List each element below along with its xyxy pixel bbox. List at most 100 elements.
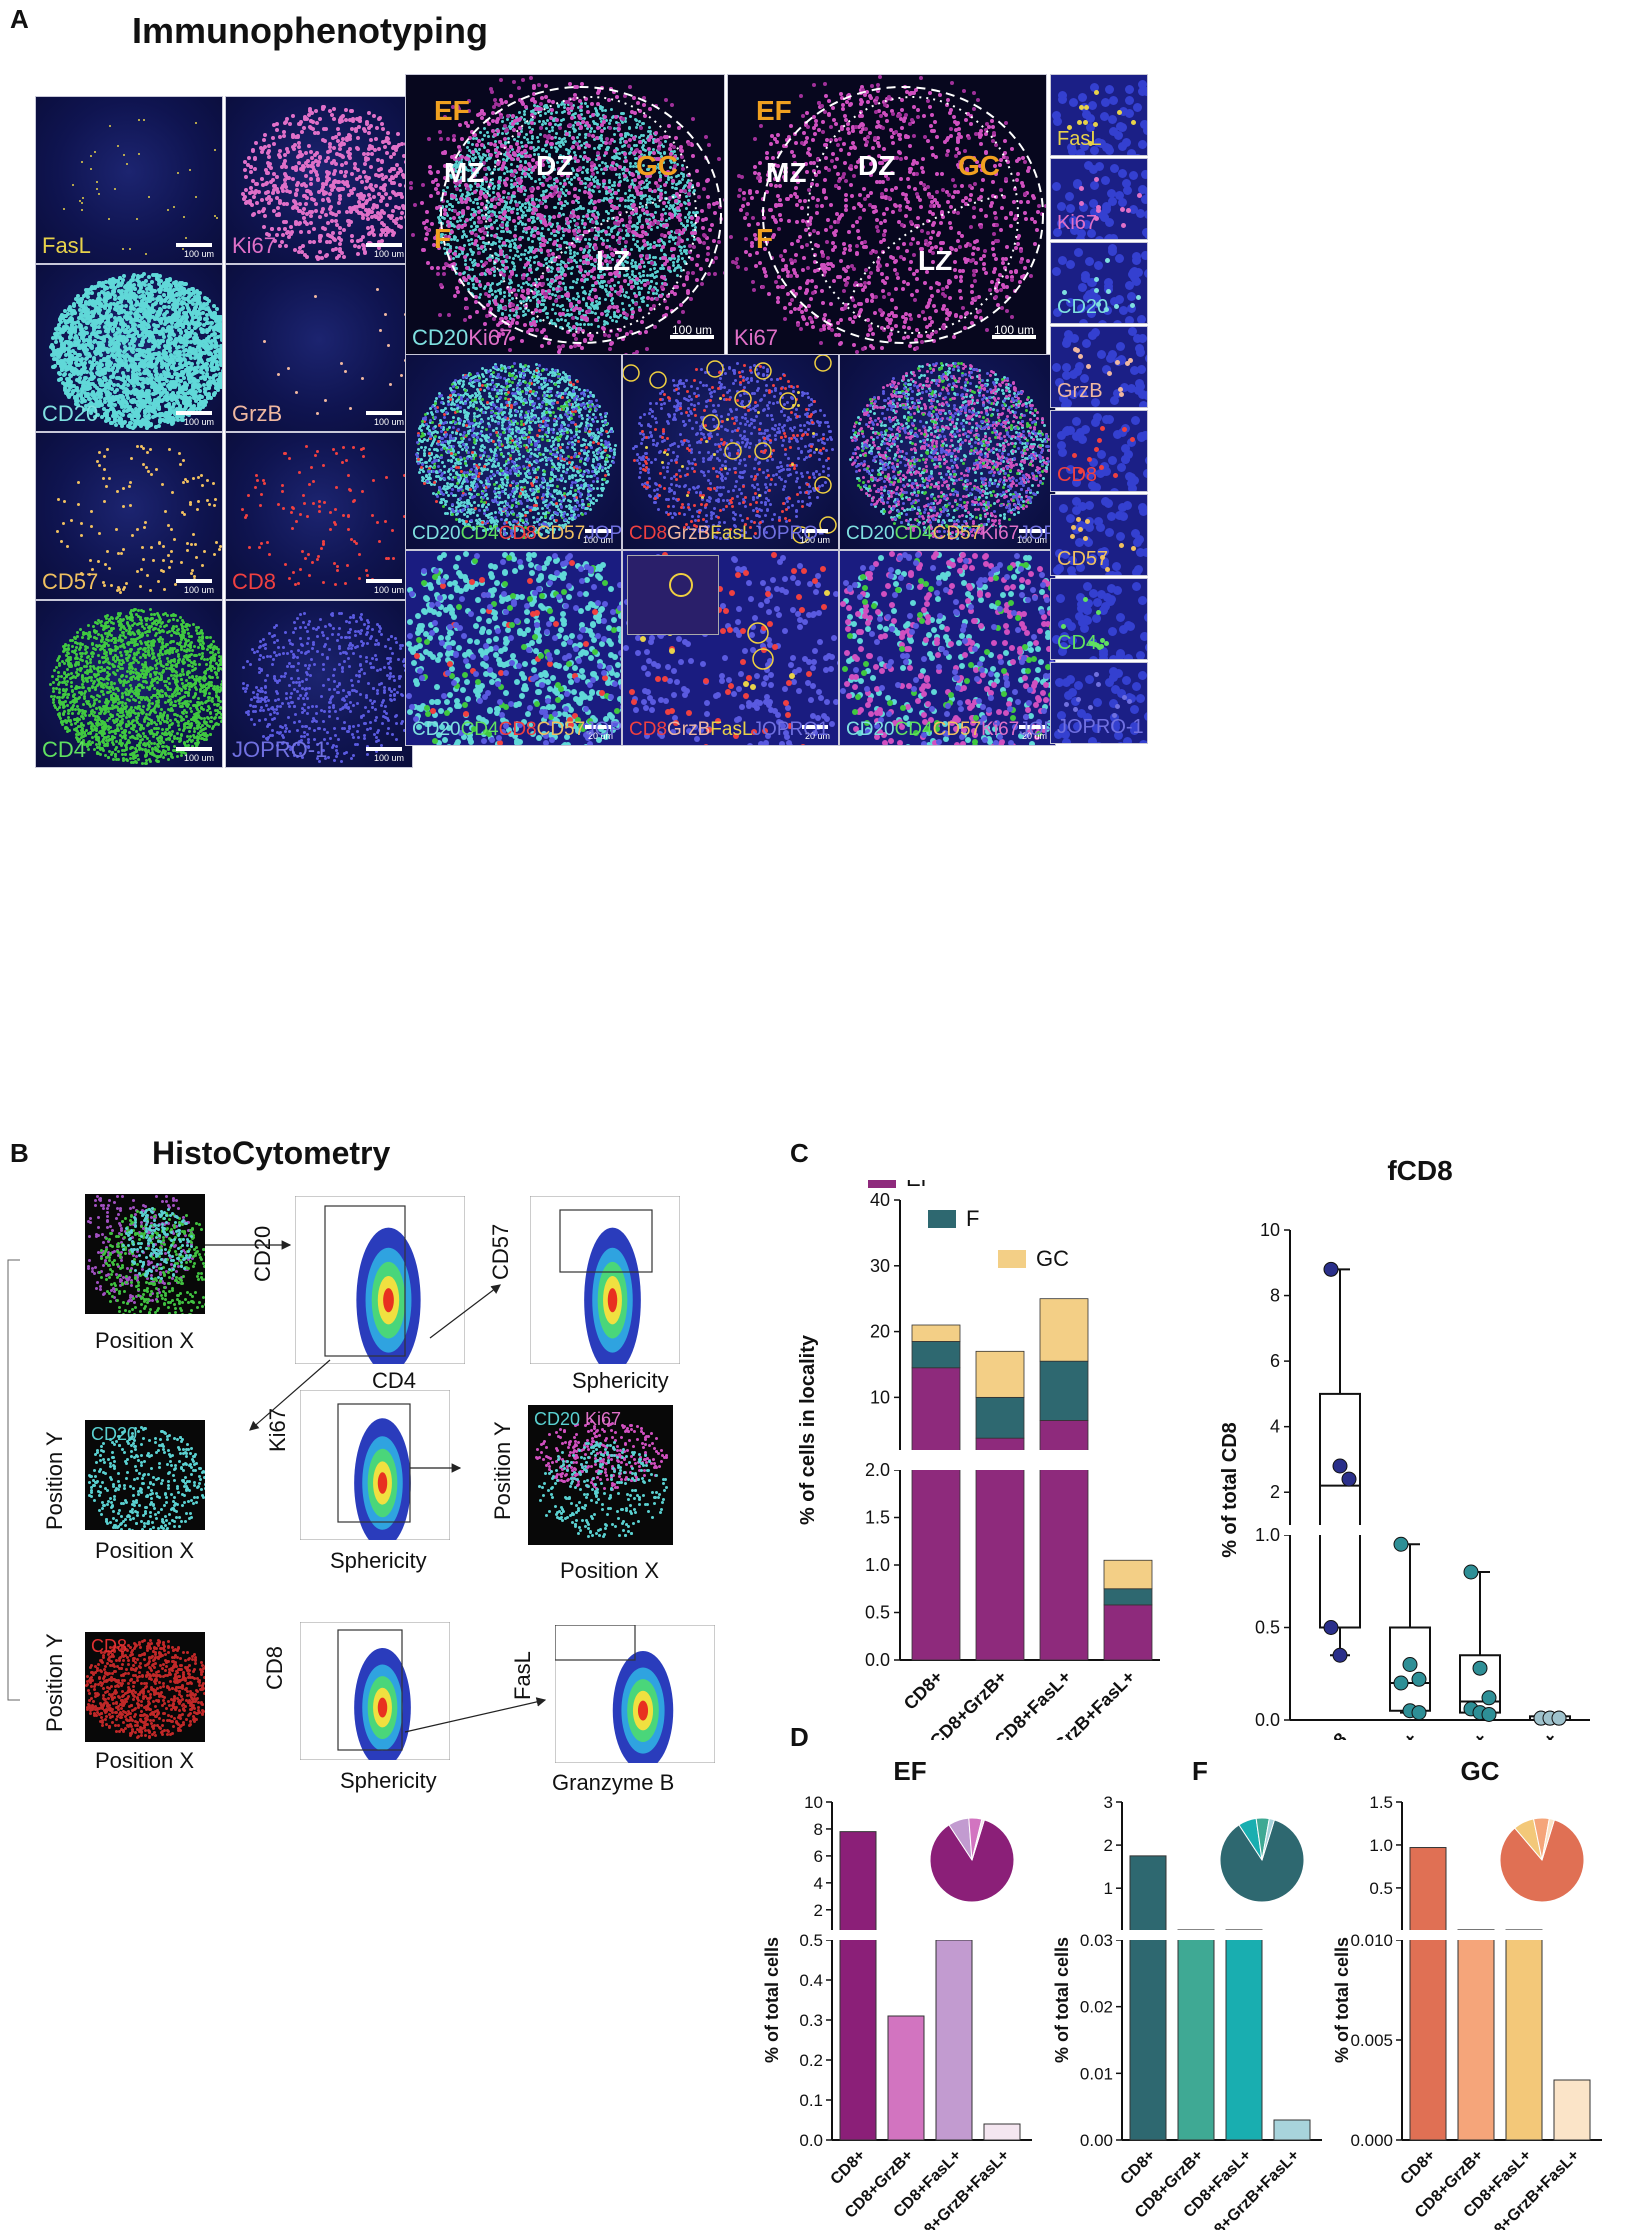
cell-dot — [284, 174, 288, 178]
cell-dot — [324, 254, 328, 258]
cell-dot — [374, 173, 378, 177]
cell-dot — [398, 183, 402, 187]
cell-dot — [304, 202, 308, 206]
cell-dot — [344, 118, 348, 122]
cell-dot — [253, 167, 257, 171]
cell-dot — [355, 209, 359, 213]
cell-dot — [304, 184, 308, 188]
cell-dot — [255, 201, 259, 205]
cell-dot — [396, 132, 400, 136]
cell-dot — [321, 182, 325, 186]
cell-dot — [332, 172, 336, 176]
cell-dot — [272, 142, 276, 146]
cell-dot — [345, 136, 349, 140]
cell-dot — [374, 137, 378, 141]
cell-dot — [331, 231, 335, 235]
cell-dot — [114, 188, 116, 190]
cell-dot — [350, 172, 354, 176]
cell-dot — [329, 205, 333, 209]
cell-dot — [291, 177, 295, 181]
cell-dot — [278, 135, 282, 139]
cell-dot — [335, 152, 339, 156]
cell-dot — [374, 184, 378, 188]
image-tile-fasl: FasL 100 um — [35, 96, 223, 264]
cell-dot — [243, 160, 247, 164]
cell-dot — [377, 117, 381, 121]
cell-dot — [257, 210, 261, 214]
cell-dot — [391, 209, 395, 213]
cell-dot — [370, 152, 374, 156]
cell-dot — [329, 184, 333, 188]
cell-dot — [297, 250, 301, 254]
cell-dot — [347, 219, 351, 223]
cell-dot — [356, 193, 360, 197]
cell-dot — [360, 180, 364, 184]
cell-dot — [324, 127, 328, 131]
cell-dot — [244, 175, 248, 179]
cell-dot — [338, 242, 342, 246]
cell-dot — [63, 208, 65, 210]
cell-dot — [326, 221, 330, 225]
cell-dot — [382, 211, 386, 215]
panel-a-title: Immunophenotyping — [132, 10, 488, 52]
cell-dot — [383, 145, 387, 149]
cell-dot — [342, 142, 346, 146]
cell-dot — [263, 214, 267, 218]
cell-dot — [372, 195, 376, 199]
cell-dot — [369, 165, 373, 169]
cell-dot — [339, 116, 343, 120]
cell-dot — [253, 157, 257, 161]
cell-dot — [283, 121, 287, 125]
cell-dot — [260, 150, 264, 154]
cell-dot — [298, 202, 302, 206]
cell-dot — [340, 163, 344, 167]
cell-dot — [349, 209, 353, 213]
cell-dot — [266, 171, 270, 175]
cell-dot — [332, 117, 336, 121]
cell-dot — [321, 198, 325, 202]
cell-dot — [399, 225, 403, 229]
cell-dot — [388, 196, 392, 200]
scale-bar — [176, 243, 212, 247]
cell-dot — [324, 159, 328, 163]
cell-dot — [96, 188, 98, 190]
cell-dot — [309, 170, 313, 174]
cell-dot — [347, 193, 351, 197]
cell-dot — [307, 144, 311, 148]
tile-label: FasL — [42, 235, 91, 257]
cell-dot — [288, 122, 292, 126]
cell-dot — [370, 225, 374, 229]
cell-dot — [380, 122, 384, 126]
cell-dot — [366, 217, 370, 221]
cell-dot — [338, 231, 342, 235]
cell-dot — [381, 177, 385, 181]
cell-dot — [367, 147, 371, 151]
cell-dot — [337, 236, 341, 240]
cell-dot — [297, 209, 301, 213]
cell-dot — [308, 107, 312, 111]
cell-dot — [358, 175, 362, 179]
cell-dot — [337, 201, 341, 205]
cell-dot — [288, 190, 292, 194]
cell-dot — [284, 244, 288, 248]
cell-dot — [309, 182, 313, 186]
cell-dot — [324, 213, 328, 217]
cell-dot — [117, 145, 119, 147]
cell-dot — [350, 109, 354, 113]
cell-dot — [309, 221, 313, 225]
cell-dot — [122, 248, 124, 250]
cell-dot — [280, 240, 284, 244]
cell-dot — [275, 122, 279, 126]
cell-dot — [387, 228, 391, 232]
cell-dot — [320, 188, 324, 192]
cell-dot — [275, 128, 279, 132]
cell-dot — [189, 169, 191, 171]
cell-dot — [343, 174, 347, 178]
cell-dot — [353, 162, 357, 166]
image-tile-ki67: Ki67 100 um — [225, 96, 413, 264]
cell-dot — [348, 137, 352, 141]
cell-dot — [337, 254, 341, 258]
scale-text: 100 um — [184, 249, 214, 259]
image-tile-cd20: CD20 100 um — [35, 264, 223, 432]
cell-dot — [336, 127, 340, 131]
